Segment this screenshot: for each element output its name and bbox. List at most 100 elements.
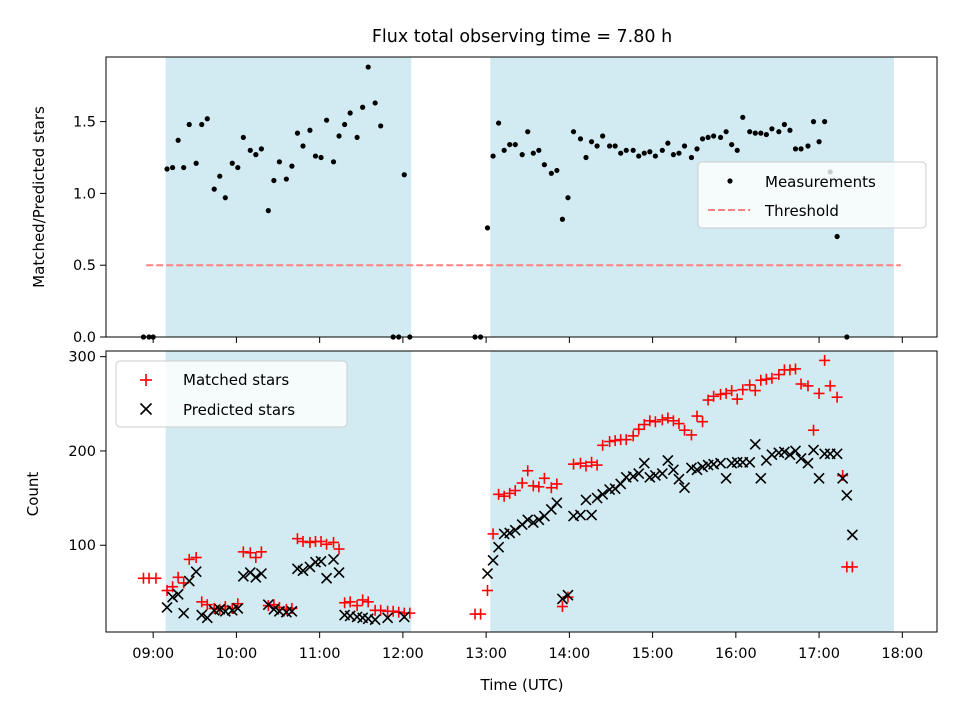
measurement-point-87	[723, 129, 729, 135]
measurement-point-7	[186, 121, 192, 128]
predicted-point-83	[744, 456, 756, 468]
bottom-ytick-label-2: 300	[68, 350, 96, 366]
bottom-x-ticks: 09:00 10:00 11:00 12:00 13:00 14:00 15:00 16:00…	[132, 632, 923, 662]
measurement-point-98	[787, 127, 793, 133]
matched-point-75	[644, 415, 656, 427]
legend-marker-matched	[140, 374, 152, 386]
top-ytick-label-0: 0.0	[73, 330, 96, 346]
measurement-point-25	[294, 130, 301, 136]
predicted-point-1	[167, 591, 179, 603]
measurement-point-56	[541, 162, 547, 168]
measurement-point-93	[758, 130, 764, 136]
bottom-legend-box	[115, 360, 348, 428]
measurement-points	[140, 64, 850, 340]
measurement-point-23	[283, 176, 289, 182]
matched-point-66	[591, 459, 603, 471]
predicted-point-100	[841, 489, 853, 501]
matched-point-86	[708, 390, 720, 402]
matched-point-35	[351, 600, 363, 612]
measurement-point-74	[647, 149, 653, 155]
matched-point-36	[357, 594, 369, 606]
matched-point-84	[697, 416, 709, 428]
predicted-point-89	[778, 446, 790, 458]
predicted-point-39	[487, 554, 499, 566]
matched-point-106	[824, 380, 836, 392]
matched-point-64	[580, 460, 592, 472]
bottom-xtick-label-2: 11:00	[299, 646, 341, 662]
matched-point-42	[393, 606, 405, 618]
predicted-point-51	[556, 593, 568, 605]
measurement-point-62	[577, 136, 584, 142]
measurement-point-17	[247, 147, 253, 153]
top-axes-frame	[105, 56, 938, 338]
top-legend-box	[697, 161, 927, 229]
bottom-y-ticks: 100 200 300	[68, 350, 106, 554]
matched-point-16	[237, 546, 249, 558]
predicted-point-58	[597, 488, 609, 500]
measurement-point-52	[519, 152, 525, 158]
measurement-point-92	[752, 130, 758, 136]
measurement-point-4	[169, 164, 176, 171]
matched-point-110	[846, 561, 858, 573]
matched-point-92	[744, 379, 756, 391]
measurement-point-78	[670, 152, 677, 158]
measurement-point-19	[258, 146, 264, 152]
predicted-point-74	[691, 464, 703, 476]
measurement-point-49	[501, 147, 507, 153]
top-shade-0	[165, 57, 412, 337]
measurement-point-33	[342, 121, 348, 128]
matched-point-30	[321, 538, 333, 550]
legend-marker-predicted	[139, 402, 153, 416]
measurement-point-6	[181, 164, 187, 171]
measurement-point-65	[594, 143, 600, 149]
matched-point-96	[766, 372, 778, 384]
matched-point-68	[604, 436, 616, 448]
matched-point-57	[538, 472, 550, 484]
bottom-y-axis-label: Count	[24, 472, 42, 517]
bottom-xtick-label-9: 18:00	[881, 646, 923, 662]
matched-point-10	[201, 599, 213, 611]
predicted-point-68	[656, 468, 668, 480]
bottom-xtick-label-1: 10:00	[216, 646, 258, 662]
matched-point-77	[656, 414, 668, 426]
predicted-point-27	[321, 572, 333, 584]
measurement-point-86	[717, 134, 724, 141]
measurement-point-50	[507, 141, 513, 148]
matched-point-71	[620, 434, 632, 446]
measurement-point-80	[681, 143, 688, 149]
matched-point-31	[328, 536, 340, 548]
measurement-point-100	[798, 146, 804, 152]
measurement-point-83	[699, 136, 706, 142]
top-ytick-label-1: 0.5	[73, 258, 96, 274]
predicted-point-13	[237, 570, 249, 582]
measurement-point-32	[336, 133, 342, 139]
predicted-point-46	[527, 517, 539, 529]
matched-point-72	[627, 430, 639, 442]
predicted-point-43	[509, 524, 521, 536]
predicted-point-47	[533, 514, 545, 526]
predicted-point-16	[255, 567, 267, 580]
predicted-point-50	[551, 497, 563, 509]
matched-point-74	[638, 419, 650, 431]
predicted-point-85	[755, 472, 767, 484]
matched-point-83	[691, 410, 703, 422]
matched-point-37	[362, 596, 374, 608]
matched-point-5	[172, 571, 184, 583]
bottom-ytick-label-0: 100	[68, 538, 96, 554]
matched-point-88	[720, 387, 732, 399]
measurement-point-66	[600, 133, 606, 139]
matched-point-27	[304, 536, 316, 548]
legend-label-matched: Matched stars	[183, 371, 289, 389]
measurement-point-75	[652, 153, 658, 159]
measurement-point-48	[496, 120, 502, 126]
matched-point-46	[475, 608, 487, 620]
matched-point-69	[609, 435, 621, 447]
measurement-point-5	[175, 137, 181, 143]
matched-point-52	[509, 485, 521, 497]
measurement-point-77	[665, 140, 671, 146]
measurement-point-94	[763, 131, 769, 138]
measurement-point-91	[747, 129, 753, 135]
measurement-point-72	[636, 153, 642, 159]
bottom-xtick-label-8: 17:00	[798, 646, 840, 662]
legend-label-measurements: Measurements	[765, 173, 876, 191]
